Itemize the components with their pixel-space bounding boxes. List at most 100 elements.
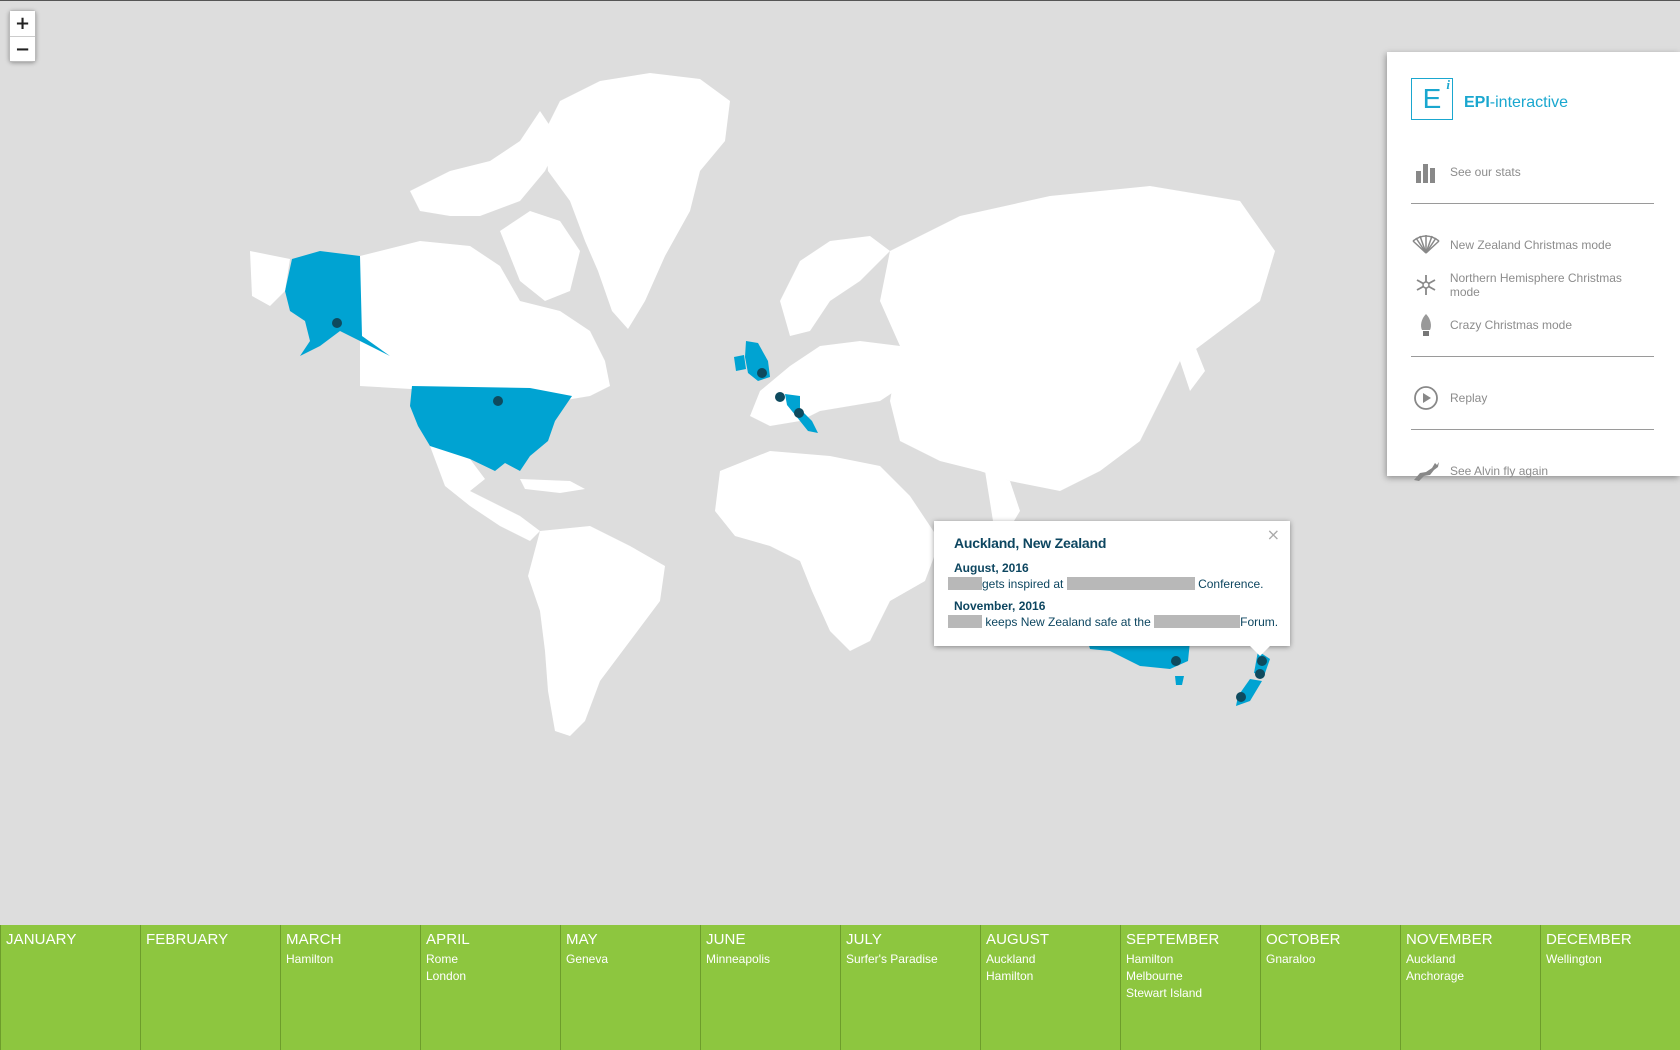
land-alaska [285, 251, 390, 356]
timeline-month-july[interactable]: JULY Surfer's Paradise [840, 925, 980, 1050]
timeline-month-april[interactable]: APRIL Rome London [420, 925, 560, 1050]
popup-text-part: Conference. [1198, 577, 1264, 591]
month-name: AUGUST [986, 931, 1050, 948]
month-name: MAY [566, 931, 598, 948]
month-place[interactable]: Stewart Island [1126, 986, 1203, 1000]
popup-text-part: Forum. [1240, 615, 1279, 629]
see-alvin-fly-button[interactable]: See Alvin fly again [1411, 451, 1654, 491]
land-mexico [430, 446, 540, 541]
popup-entry-text: keeps New Zealand safe at the Forum. [948, 615, 1278, 629]
replay-button[interactable]: Replay [1411, 378, 1654, 418]
zoom-control: + − [9, 10, 36, 62]
land-south-america [528, 526, 665, 736]
land-africa [715, 451, 940, 651]
month-place[interactable]: Geneva [566, 952, 609, 966]
menu-item-label: New Zealand Christmas mode [1450, 238, 1612, 252]
divider [1411, 356, 1654, 357]
marker-melbourne [1171, 656, 1181, 666]
redacted-name [948, 615, 982, 628]
land-baffin [500, 211, 580, 301]
month-place[interactable]: Hamilton [286, 952, 334, 966]
month-place[interactable]: Melbourne [1126, 969, 1183, 983]
flying-reindeer-icon [1411, 456, 1441, 486]
see-stats-button[interactable]: See our stats [1411, 152, 1654, 192]
popup-entry-date: November, 2016 [954, 599, 1046, 613]
timeline-month-november[interactable]: NOVEMBER Auckland Anchorage [1400, 925, 1540, 1050]
month-place[interactable]: Minneapolis [706, 952, 771, 966]
month-name: OCTOBER [1266, 931, 1341, 948]
northern-christmas-mode-button[interactable]: Northern Hemisphere Christmas mode [1411, 265, 1654, 305]
month-name: FEBRUARY [146, 931, 229, 948]
timeline-month-february[interactable]: FEBRUARY [140, 925, 280, 1050]
timeline-month-september[interactable]: SEPTEMBER Hamilton Melbourne Stewart Island [1120, 925, 1260, 1050]
logo-text: EPI-interactive [1464, 94, 1569, 111]
month-name: NOVEMBER [1406, 931, 1493, 948]
month-place[interactable]: Surfer's Paradise [846, 952, 938, 966]
popup-text-part: gets inspired at [982, 577, 1064, 591]
marker-rome [794, 408, 804, 418]
fan-icon [1411, 230, 1441, 260]
zoom-out-button[interactable]: − [10, 36, 35, 61]
land-canada [360, 241, 610, 401]
redacted-name [948, 577, 982, 590]
land-alaska-west [250, 251, 290, 306]
divider [1411, 203, 1654, 204]
month-place[interactable]: Anchorage [1406, 969, 1465, 983]
marker-hamilton [1255, 669, 1265, 679]
nz-christmas-mode-button[interactable]: New Zealand Christmas mode [1411, 225, 1654, 265]
marker-stewart-island [1236, 692, 1246, 702]
timeline-month-may[interactable]: MAY Geneva [560, 925, 700, 1050]
christmas-light-icon [1411, 310, 1441, 340]
month-name: SEPTEMBER [1126, 931, 1220, 948]
timeline-month-january[interactable]: JANUARY [0, 925, 140, 1050]
popup-text-part: keeps New Zealand safe at the [985, 615, 1151, 629]
world-map[interactable] [0, 1, 1680, 925]
month-place[interactable]: Auckland [986, 952, 1036, 966]
month-name: JANUARY [6, 931, 77, 948]
month-name: JUNE [706, 931, 746, 948]
menu-item-label: Northern Hemisphere Christmas mode [1449, 271, 1622, 299]
month-place[interactable]: London [426, 969, 467, 983]
timeline-month-march[interactable]: MARCH Hamilton [280, 925, 420, 1050]
redacted-event [1154, 615, 1241, 628]
land-india [985, 471, 1020, 536]
menu-item-label: Replay [1450, 391, 1488, 405]
land-asia [880, 186, 1275, 491]
timeline-month-october[interactable]: OCTOBER Gnaraloo [1260, 925, 1400, 1050]
month-place[interactable]: Rome [426, 952, 459, 966]
timeline-month-june[interactable]: JUNE Minneapolis [700, 925, 840, 1050]
zoom-in-button[interactable]: + [10, 11, 35, 36]
month-place[interactable]: Auckland [1406, 952, 1456, 966]
month-place[interactable]: Hamilton [986, 969, 1034, 983]
land-japan [1180, 346, 1205, 391]
crazy-christmas-mode-button[interactable]: Crazy Christmas mode [1411, 305, 1654, 345]
month-name: JULY [846, 931, 882, 948]
marker-geneva [775, 392, 785, 402]
month-name: MARCH [286, 931, 342, 948]
month-name: APRIL [426, 931, 470, 948]
location-popup: × Auckland, New Zealand August, 2016 get… [934, 521, 1290, 656]
month-place[interactable]: Wellington [1546, 952, 1602, 966]
snowflake-icon [1411, 270, 1441, 300]
divider [1411, 429, 1654, 430]
menu-item-label: Crazy Christmas mode [1450, 318, 1573, 332]
timeline-month-august[interactable]: AUGUST Auckland Hamilton [980, 925, 1120, 1050]
replay-icon [1411, 383, 1441, 413]
redacted-event [1066, 577, 1195, 590]
popup-entry-text: gets inspired at Conference. [948, 577, 1270, 591]
land-europe [750, 341, 910, 426]
month-name: DECEMBER [1546, 931, 1632, 948]
popup-close-button[interactable]: × [1266, 525, 1280, 544]
month-timeline: JANUARY FEBRUARY MARCH Hamilton APRIL Rome Lon… [0, 925, 1680, 1050]
bar-chart-icon [1411, 157, 1441, 187]
month-place[interactable]: Hamilton [1126, 952, 1174, 966]
timeline-month-december[interactable]: DECEMBER Wellington [1540, 925, 1680, 1050]
marker-minneapolis [493, 396, 503, 406]
month-place[interactable]: Gnaraloo [1266, 952, 1316, 966]
popup-title: Auckland, New Zealand [954, 535, 1107, 551]
land-caribbean [520, 479, 585, 493]
